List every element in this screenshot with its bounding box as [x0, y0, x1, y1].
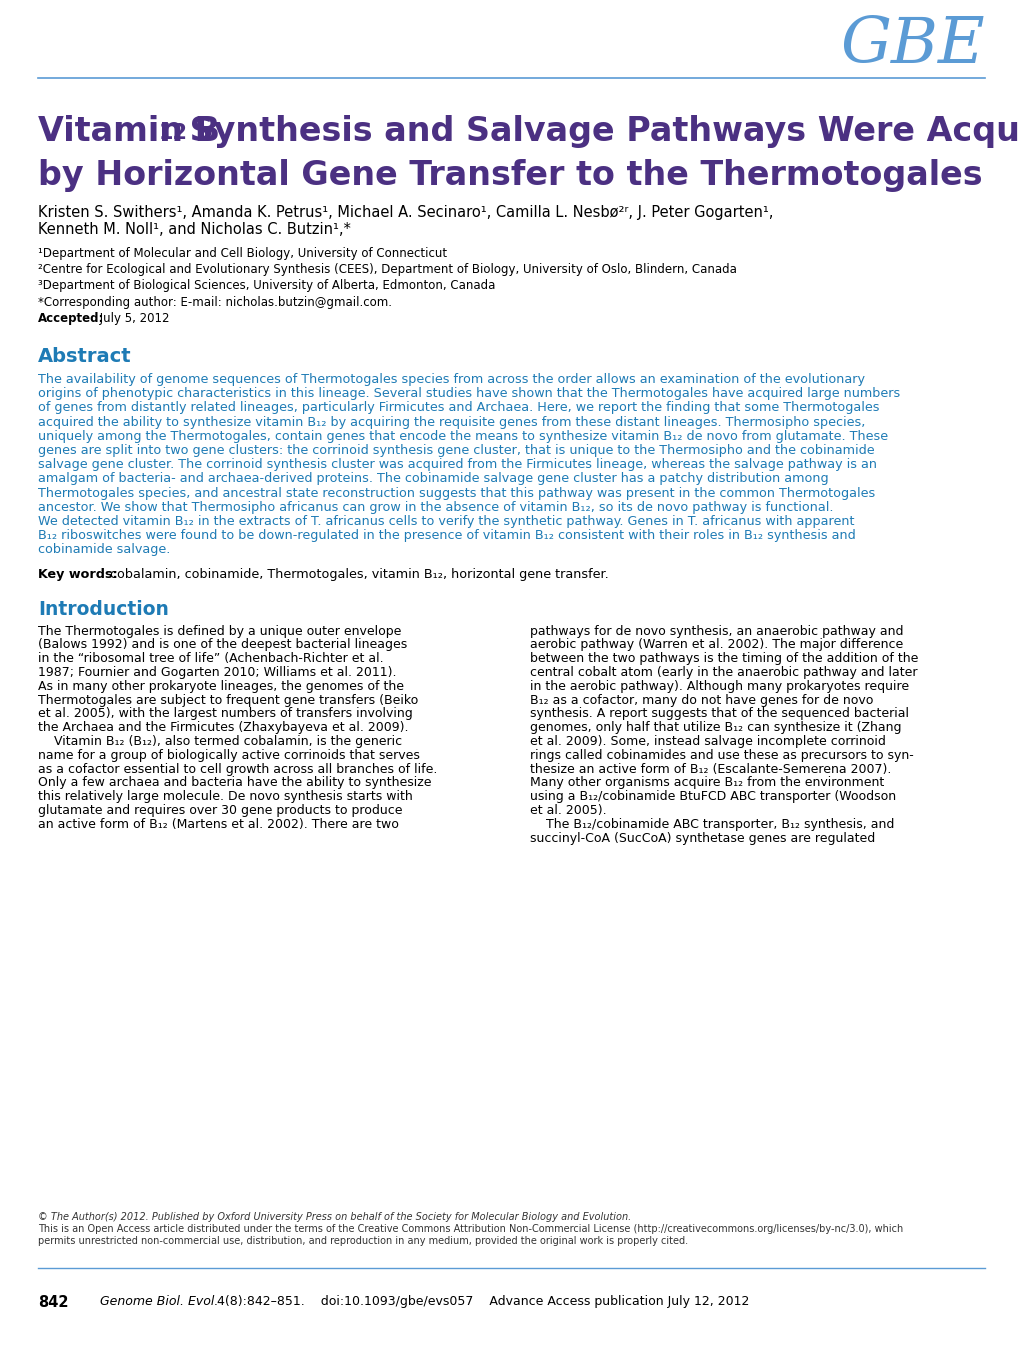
Text: Vitamin B: Vitamin B — [38, 116, 220, 148]
Text: aerobic pathway (Warren et al. 2002). The major difference: aerobic pathway (Warren et al. 2002). Th… — [530, 639, 903, 651]
Text: July 5, 2012: July 5, 2012 — [96, 313, 169, 325]
Text: Genome Biol. Evol.: Genome Biol. Evol. — [100, 1295, 218, 1307]
Text: © The Author(s) 2012. Published by Oxford University Press on behalf of the Soci: © The Author(s) 2012. Published by Oxfor… — [38, 1212, 631, 1222]
Text: Many other organisms acquire B₁₂ from the environment: Many other organisms acquire B₁₂ from th… — [530, 776, 883, 790]
Text: Thermotogales species, and ancestral state reconstruction suggests that this pat: Thermotogales species, and ancestral sta… — [38, 487, 874, 500]
Text: acquired the ability to synthesize vitamin B₁₂ by acquiring the requisite genes : acquired the ability to synthesize vitam… — [38, 416, 864, 428]
Text: Introduction: Introduction — [38, 599, 169, 618]
Text: (Balows 1992) and is one of the deepest bacterial lineages: (Balows 1992) and is one of the deepest … — [38, 639, 407, 651]
Text: *Corresponding author: E-mail: nicholas.butzin@gmail.com.: *Corresponding author: E-mail: nicholas.… — [38, 296, 391, 308]
Text: using a B₁₂/cobinamide BtuFCD ABC transporter (Woodson: using a B₁₂/cobinamide BtuFCD ABC transp… — [530, 790, 896, 803]
Text: B₁₂ riboswitches were found to be down-regulated in the presence of vitamin B₁₂ : B₁₂ riboswitches were found to be down-r… — [38, 529, 855, 542]
Text: pathways for de novo synthesis, an anaerobic pathway and: pathways for de novo synthesis, an anaer… — [530, 625, 903, 637]
Text: 842: 842 — [38, 1295, 68, 1310]
Text: Accepted:: Accepted: — [38, 313, 104, 325]
Text: 4(8):842–851.    doi:10.1093/gbe/evs057    Advance Access publication July 12, 2: 4(8):842–851. doi:10.1093/gbe/evs057 Adv… — [213, 1295, 749, 1307]
Text: origins of phenotypic characteristics in this lineage. Several studies have show: origins of phenotypic characteristics in… — [38, 387, 900, 400]
Text: et al. 2005), with the largest numbers of transfers involving: et al. 2005), with the largest numbers o… — [38, 708, 413, 720]
Text: This is an Open Access article distributed under the terms of the Creative Commo: This is an Open Access article distribut… — [38, 1224, 903, 1234]
Text: 12: 12 — [159, 124, 187, 143]
Text: amalgam of bacteria- and archaea-derived proteins. The cobinamide salvage gene c: amalgam of bacteria- and archaea-derived… — [38, 473, 827, 485]
Text: As in many other prokaryote lineages, the genomes of the: As in many other prokaryote lineages, th… — [38, 680, 404, 693]
Text: The B₁₂/cobinamide ABC transporter, B₁₂ synthesis, and: The B₁₂/cobinamide ABC transporter, B₁₂ … — [530, 818, 894, 830]
Text: rings called cobinamides and use these as precursors to syn-: rings called cobinamides and use these a… — [530, 749, 913, 762]
Text: The availability of genome sequences of Thermotogales species from across the or: The availability of genome sequences of … — [38, 372, 864, 386]
Text: ³Department of Biological Sciences, University of Alberta, Edmonton, Canada: ³Department of Biological Sciences, Univ… — [38, 279, 495, 292]
Text: glutamate and requires over 30 gene products to produce: glutamate and requires over 30 gene prod… — [38, 805, 403, 817]
Text: central cobalt atom (early in the anaerobic pathway and later: central cobalt atom (early in the anaero… — [530, 666, 917, 680]
Text: succinyl-CoA (SucCoA) synthetase genes are regulated: succinyl-CoA (SucCoA) synthetase genes a… — [530, 832, 874, 844]
Text: uniquely among the Thermotogales, contain genes that encode the means to synthes: uniquely among the Thermotogales, contai… — [38, 429, 888, 443]
Text: et al. 2005).: et al. 2005). — [530, 805, 606, 817]
Text: Synthesis and Salvage Pathways Were Acquired: Synthesis and Salvage Pathways Were Acqu… — [178, 116, 1019, 148]
Text: as a cofactor essential to cell growth across all branches of life.: as a cofactor essential to cell growth a… — [38, 762, 437, 776]
Text: Kenneth M. Noll¹, and Nicholas C. Butzin¹,*: Kenneth M. Noll¹, and Nicholas C. Butzin… — [38, 222, 351, 236]
Text: Vitamin B₁₂ (B₁₂), also termed cobalamin, is the generic: Vitamin B₁₂ (B₁₂), also termed cobalamin… — [38, 735, 401, 747]
Text: this relatively large molecule. De novo synthesis starts with: this relatively large molecule. De novo … — [38, 790, 413, 803]
Text: salvage gene cluster. The corrinoid synthesis cluster was acquired from the Firm: salvage gene cluster. The corrinoid synt… — [38, 458, 876, 472]
Text: ancestor. We show that Thermosipho africanus can grow in the absence of vitamin : ancestor. We show that Thermosipho afric… — [38, 501, 833, 514]
Text: permits unrestricted non-commercial use, distribution, and reproduction in any m: permits unrestricted non-commercial use,… — [38, 1235, 688, 1246]
Text: et al. 2009). Some, instead salvage incomplete corrinoid: et al. 2009). Some, instead salvage inco… — [530, 735, 886, 747]
Text: cobalamin, cobinamide, Thermotogales, vitamin B₁₂, horizontal gene transfer.: cobalamin, cobinamide, Thermotogales, vi… — [106, 568, 608, 580]
Text: GBE: GBE — [840, 15, 984, 76]
Text: by Horizontal Gene Transfer to the Thermotogales: by Horizontal Gene Transfer to the Therm… — [38, 159, 981, 192]
Text: the Archaea and the Firmicutes (Zhaxybayeva et al. 2009).: the Archaea and the Firmicutes (Zhaxybay… — [38, 722, 408, 734]
Text: thesize an active form of B₁₂ (Escalante-Semerena 2007).: thesize an active form of B₁₂ (Escalante… — [530, 762, 891, 776]
Text: ¹Department of Molecular and Cell Biology, University of Connecticut: ¹Department of Molecular and Cell Biolog… — [38, 247, 446, 260]
Text: We detected vitamin B₁₂ in the extracts of T. africanus cells to verify the synt: We detected vitamin B₁₂ in the extracts … — [38, 515, 854, 529]
Text: in the “ribosomal tree of life” (Achenbach-Richter et al.: in the “ribosomal tree of life” (Achenba… — [38, 652, 383, 665]
Text: ²Centre for Ecological and Evolutionary Synthesis (CEES), Department of Biology,: ²Centre for Ecological and Evolutionary … — [38, 264, 736, 276]
Text: 1987; Fournier and Gogarten 2010; Williams et al. 2011).: 1987; Fournier and Gogarten 2010; Willia… — [38, 666, 396, 680]
Text: Thermotogales are subject to frequent gene transfers (Beiko: Thermotogales are subject to frequent ge… — [38, 693, 418, 707]
Text: genomes, only half that utilize B₁₂ can synthesize it (Zhang: genomes, only half that utilize B₁₂ can … — [530, 722, 901, 734]
Text: name for a group of biologically active corrinoids that serves: name for a group of biologically active … — [38, 749, 420, 762]
Text: B₁₂ as a cofactor, many do not have genes for de novo: B₁₂ as a cofactor, many do not have gene… — [530, 693, 872, 707]
Text: between the two pathways is the timing of the addition of the: between the two pathways is the timing o… — [530, 652, 917, 665]
Text: cobinamide salvage.: cobinamide salvage. — [38, 544, 170, 556]
Text: an active form of B₁₂ (Martens et al. 2002). There are two: an active form of B₁₂ (Martens et al. 20… — [38, 818, 398, 830]
Text: synthesis. A report suggests that of the sequenced bacterial: synthesis. A report suggests that of the… — [530, 708, 908, 720]
Text: Abstract: Abstract — [38, 347, 131, 366]
Text: genes are split into two gene clusters: the corrinoid synthesis gene cluster, th: genes are split into two gene clusters: … — [38, 444, 873, 457]
Text: of genes from distantly related lineages, particularly Firmicutes and Archaea. H: of genes from distantly related lineages… — [38, 401, 878, 414]
Text: in the aerobic pathway). Although many prokaryotes require: in the aerobic pathway). Although many p… — [530, 680, 908, 693]
Text: Only a few archaea and bacteria have the ability to synthesize: Only a few archaea and bacteria have the… — [38, 776, 431, 790]
Text: Key words:: Key words: — [38, 568, 117, 580]
Text: Kristen S. Swithers¹, Amanda K. Petrus¹, Michael A. Secinaro¹, Camilla L. Nesbø²: Kristen S. Swithers¹, Amanda K. Petrus¹,… — [38, 205, 772, 220]
Text: The Thermotogales is defined by a unique outer envelope: The Thermotogales is defined by a unique… — [38, 625, 401, 637]
